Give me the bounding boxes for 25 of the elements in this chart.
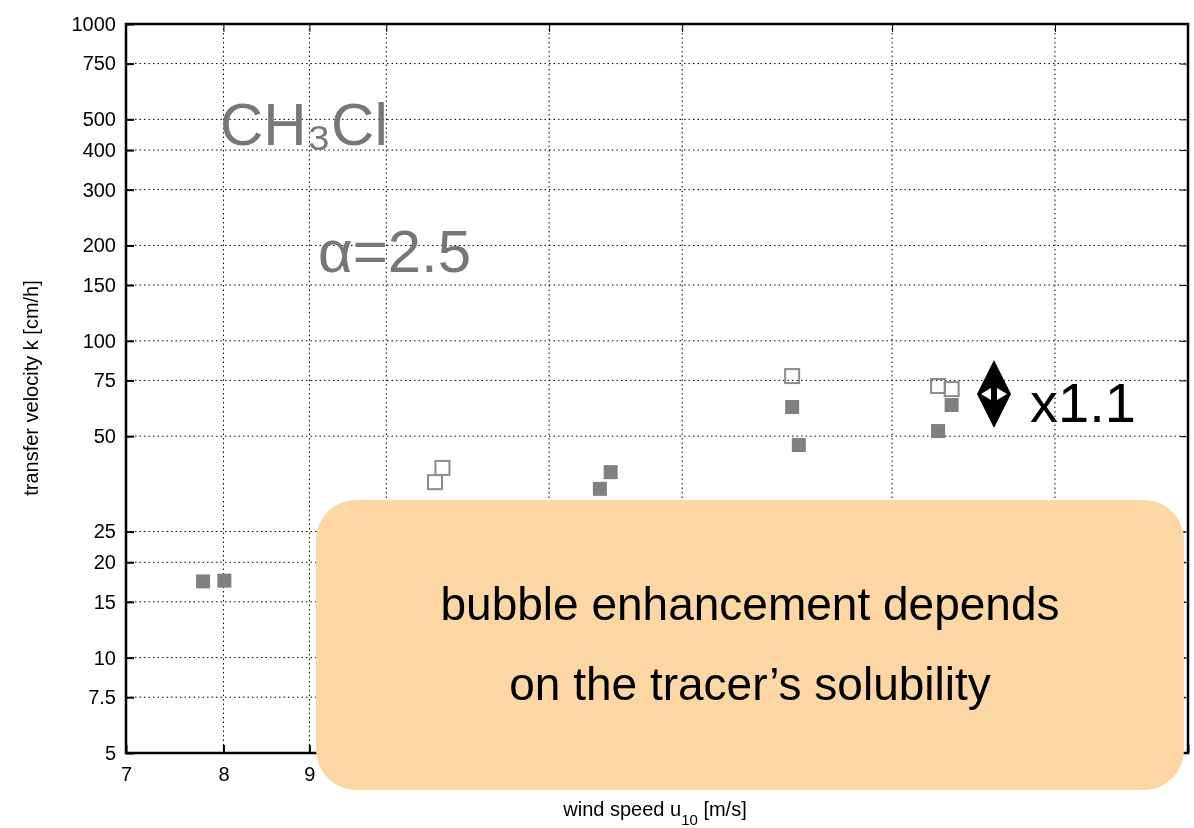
y-tick-label: 20 (93, 551, 116, 574)
y-tick-label: 75 (93, 369, 116, 392)
annotation: CH₃Cl (220, 91, 388, 158)
y-tick-label: 200 (82, 234, 116, 257)
x-axis-title: wind speed u$_{10}$ [m/s] (562, 798, 747, 828)
x-tick-label: 7 (120, 763, 133, 786)
y-tick-label: 10 (93, 646, 116, 669)
y-tick-label: 7.5 (88, 686, 116, 709)
y-tick-label: 50 (93, 425, 116, 448)
y-tick-label: 500 (82, 108, 116, 131)
y-tick-label: 750 (82, 52, 116, 75)
y-tick-label: 15 (93, 590, 116, 613)
y-tick-label: 25 (93, 520, 116, 543)
y-axis-title: transfer velocity k [cm/h] (20, 280, 42, 496)
annotation: α=2.5 (318, 218, 472, 285)
annotation: bubble enhancement depends on the tracer’s solubility (440, 578, 1060, 710)
y-tick-label: 400 (82, 138, 116, 161)
x-tick-label: 8 (218, 763, 230, 786)
x-tick-label: 9 (304, 763, 316, 786)
annotation: x1.1 (1030, 371, 1136, 434)
y-tick-label: 1000 (71, 12, 116, 35)
y-tick-label: 300 (82, 178, 116, 201)
y-tick-label: 5 (104, 741, 116, 764)
y-tick-label: 150 (82, 273, 116, 296)
y-tick-label: 100 (82, 329, 116, 352)
